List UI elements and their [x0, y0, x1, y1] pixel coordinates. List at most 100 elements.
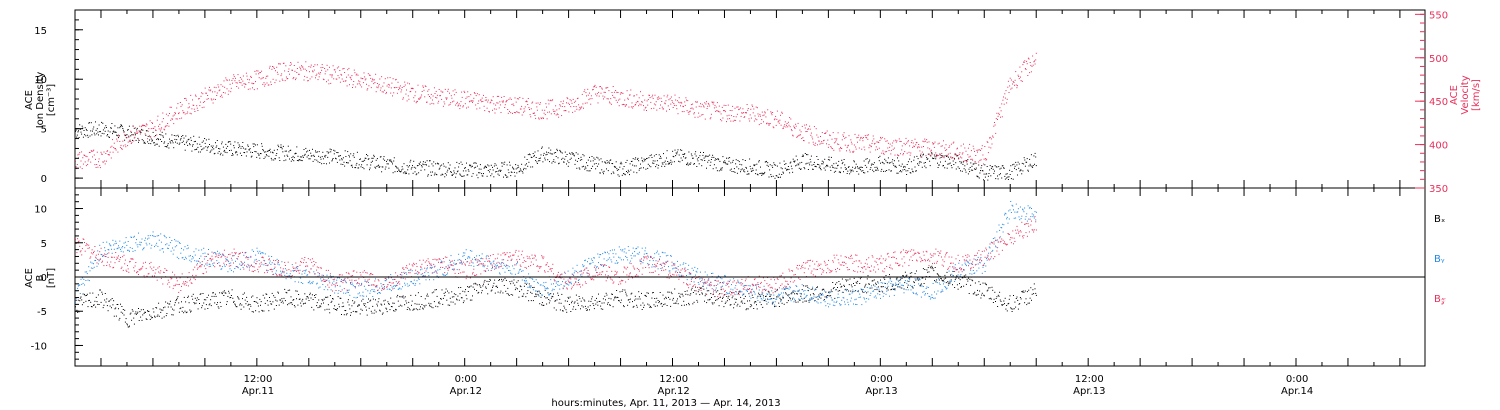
data-point — [737, 303, 739, 305]
data-point — [273, 68, 275, 69]
data-point — [571, 152, 573, 154]
data-point — [432, 99, 433, 101]
data-point — [695, 286, 696, 288]
data-point — [796, 136, 798, 138]
data-point — [504, 277, 506, 279]
data-point — [497, 291, 499, 293]
data-point — [309, 158, 311, 160]
data-point — [784, 124, 786, 126]
data-point — [210, 145, 212, 147]
data-point — [712, 154, 714, 156]
data-point — [243, 306, 245, 308]
data-point — [255, 258, 257, 260]
data-point — [673, 302, 675, 304]
data-point — [180, 252, 182, 254]
data-point — [416, 303, 418, 305]
data-point — [160, 233, 162, 235]
data-point — [589, 92, 590, 94]
data-point — [884, 170, 886, 172]
data-point — [220, 84, 222, 86]
data-point — [341, 314, 342, 315]
data-point — [208, 304, 210, 306]
data-point — [920, 153, 922, 155]
data-point — [138, 139, 140, 141]
data-point — [270, 151, 272, 153]
data-point — [497, 173, 499, 175]
data-point — [132, 310, 134, 312]
data-point — [902, 154, 904, 156]
data-point — [154, 126, 156, 128]
data-point — [925, 155, 927, 157]
data-point — [905, 275, 907, 277]
data-point — [573, 154, 575, 156]
data-point — [522, 295, 524, 297]
data-point — [1023, 163, 1025, 165]
data-point — [615, 166, 617, 168]
data-point — [151, 317, 153, 319]
data-point — [919, 150, 921, 152]
data-point — [712, 101, 714, 103]
data-point — [326, 274, 328, 276]
data-point — [284, 288, 286, 290]
data-point — [753, 120, 755, 122]
data-point — [716, 102, 718, 104]
data-point — [611, 293, 613, 295]
data-point — [355, 311, 357, 313]
data-point — [439, 167, 441, 169]
data-point — [544, 296, 545, 298]
data-point — [352, 310, 354, 312]
data-point — [510, 112, 512, 114]
data-point — [590, 95, 592, 97]
data-point — [298, 160, 300, 162]
data-point — [653, 155, 655, 157]
data-point — [670, 163, 672, 165]
data-point — [504, 174, 506, 176]
data-point — [782, 127, 784, 129]
data-point — [122, 251, 124, 253]
data-point — [476, 108, 478, 110]
data-point — [771, 114, 773, 116]
data-point — [834, 297, 836, 299]
data-point — [323, 289, 325, 291]
data-point — [145, 134, 147, 136]
data-point — [340, 163, 342, 165]
data-point — [813, 143, 815, 145]
data-point — [922, 154, 924, 156]
data-point — [655, 104, 657, 106]
data-point — [664, 165, 666, 167]
data-point — [350, 77, 352, 79]
data-point — [652, 97, 654, 99]
data-point — [706, 108, 708, 109]
data-point — [281, 73, 283, 75]
data-point — [95, 158, 96, 160]
data-point — [898, 155, 900, 157]
data-point — [249, 88, 251, 90]
data-point — [367, 88, 369, 90]
data-point — [534, 115, 536, 116]
data-point — [897, 154, 899, 156]
data-point — [750, 170, 752, 172]
data-point — [260, 253, 261, 255]
data-point — [824, 133, 826, 134]
data-point — [512, 282, 514, 284]
data-point — [997, 178, 999, 180]
data-point — [954, 154, 956, 156]
data-point — [997, 115, 999, 117]
data-point — [583, 107, 584, 109]
data-point — [79, 128, 81, 130]
data-point — [871, 142, 873, 144]
data-point — [192, 298, 194, 300]
data-point — [937, 154, 938, 156]
data-point — [817, 136, 819, 138]
data-point — [621, 174, 623, 176]
data-point — [226, 259, 227, 261]
data-point — [426, 101, 428, 103]
data-point — [760, 115, 761, 117]
data-point — [646, 110, 647, 111]
data-point — [996, 166, 998, 168]
data-point — [190, 310, 192, 312]
data-point — [780, 299, 782, 301]
data-point — [815, 296, 817, 298]
data-point — [360, 308, 362, 310]
data-point — [877, 141, 879, 143]
